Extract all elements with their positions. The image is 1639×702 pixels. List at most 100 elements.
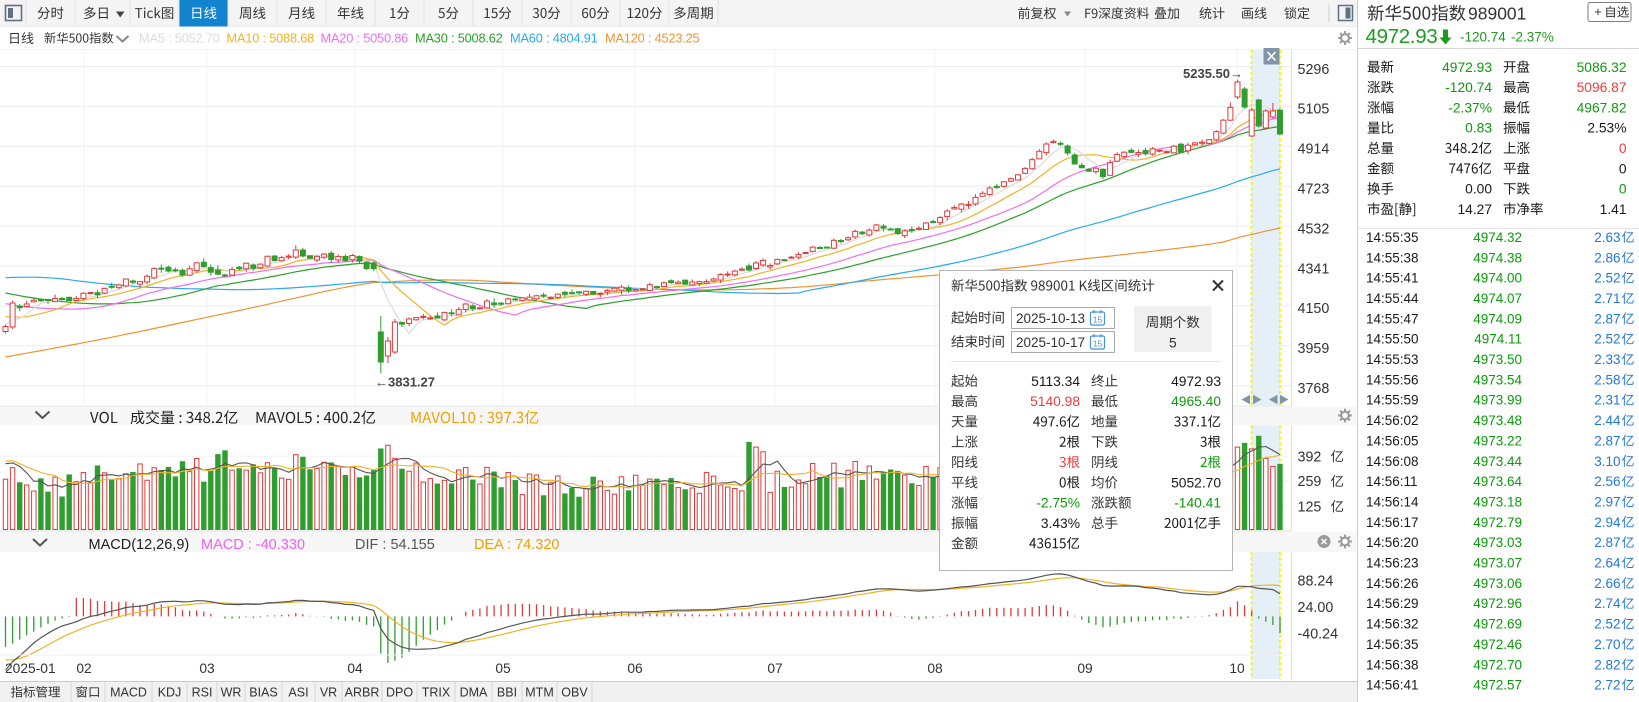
svg-text:0.83: 0.83 [1465,121,1492,136]
svg-text:4973.50: 4973.50 [1473,352,1522,367]
svg-text:14.27: 14.27 [1457,202,1492,217]
svg-text:ASI: ASI [288,686,308,700]
svg-text:-120.74: -120.74 [1445,80,1492,95]
svg-text:-40.24: -40.24 [1298,626,1339,642]
svg-text:14:56:23: 14:56:23 [1366,556,1419,571]
svg-text:14:55:59: 14:55:59 [1366,393,1419,408]
svg-text:MACD(12,26,9): MACD(12,26,9) [89,537,190,553]
svg-text:14:55:41: 14:55:41 [1366,271,1419,286]
svg-text:-2.37%: -2.37% [1511,30,1554,45]
svg-text:4972.96: 4972.96 [1473,596,1522,611]
svg-text:5086.32: 5086.32 [1577,60,1627,75]
svg-text:MA20 : 5050.86: MA20 : 5050.86 [321,31,409,46]
svg-text:5105: 5105 [1298,102,1330,118]
svg-text:4973.07: 4973.07 [1473,556,1522,571]
svg-text:MA10 : 5088.68: MA10 : 5088.68 [227,31,315,46]
svg-text:14:55:38: 14:55:38 [1366,250,1419,265]
svg-text:3.10: 3.10 [1594,454,1620,469]
svg-text:4974.07: 4974.07 [1473,291,1522,306]
svg-text:2025-10-13: 2025-10-13 [1016,311,1085,326]
svg-text:14:55:53: 14:55:53 [1366,352,1419,367]
svg-text:MA5 : 5052.70: MA5 : 5052.70 [139,31,220,46]
svg-text:2025-01: 2025-01 [5,661,56,676]
svg-text:88.24: 88.24 [1298,573,1334,589]
svg-text:2.52: 2.52 [1594,332,1620,347]
svg-text:2.33: 2.33 [1594,352,1620,367]
svg-text:4973.48: 4973.48 [1473,413,1522,428]
svg-text:MA60 : 4804.91: MA60 : 4804.91 [510,31,598,46]
svg-text:5096.87: 5096.87 [1577,80,1627,95]
svg-text:2.87: 2.87 [1594,433,1620,448]
svg-text:06: 06 [627,661,643,676]
svg-text:4973.54: 4973.54 [1473,372,1522,387]
svg-text:2.52: 2.52 [1594,617,1620,632]
svg-text:14:55:44: 14:55:44 [1366,291,1419,306]
svg-text:2.94: 2.94 [1594,515,1621,530]
svg-text:←3831.27: ←3831.27 [375,375,435,390]
svg-text:4973.18: 4973.18 [1473,495,1522,510]
svg-text:2.52: 2.52 [1594,271,1620,286]
svg-text:4974.11: 4974.11 [1474,332,1522,347]
svg-text:MTM: MTM [525,686,553,700]
svg-text:392: 392 [1298,449,1322,465]
svg-text:14:55:47: 14:55:47 [1366,311,1419,326]
svg-text:07: 07 [767,661,782,676]
svg-text:15: 15 [1093,339,1103,349]
svg-text:2.53%: 2.53% [1587,121,1626,136]
svg-text:14:56:29: 14:56:29 [1366,596,1419,611]
svg-text:2.71: 2.71 [1594,291,1620,306]
svg-text:2025-10-17: 2025-10-17 [1016,335,1085,350]
svg-text:4972.46: 4972.46 [1473,637,1522,652]
svg-text:04: 04 [347,661,363,676]
svg-text:4972.93: 4972.93 [1366,25,1438,48]
svg-text:4972.69: 4972.69 [1473,617,1522,632]
svg-text:4341: 4341 [1298,261,1330,277]
svg-text:2.87: 2.87 [1594,535,1620,550]
svg-text:0: 0 [1619,141,1627,156]
svg-text:4972.70: 4972.70 [1473,657,1522,672]
svg-text:4967.82: 4967.82 [1577,100,1627,115]
svg-text:3959: 3959 [1298,341,1330,357]
svg-text:14:56:05: 14:56:05 [1366,433,1419,448]
svg-text:05: 05 [495,661,511,676]
svg-text:4972.93: 4972.93 [1442,60,1492,75]
svg-text:4974.38: 4974.38 [1473,250,1522,265]
svg-text:4914: 4914 [1298,142,1330,158]
svg-text:5296: 5296 [1298,62,1330,78]
svg-text:4532: 4532 [1298,221,1330,237]
svg-text:-2.75%: -2.75% [1036,496,1080,511]
svg-text:2.58: 2.58 [1594,372,1620,387]
svg-text:DPO: DPO [386,686,413,700]
svg-text:4973.03: 4973.03 [1473,535,1522,550]
svg-text:5140.98: 5140.98 [1030,394,1080,409]
svg-text:4150: 4150 [1298,301,1330,317]
svg-text:MACD: MACD [110,686,147,700]
svg-text:BIAS: BIAS [249,686,278,700]
svg-text:DEA : 74.320: DEA : 74.320 [474,537,559,553]
svg-text:WR: WR [221,686,242,700]
svg-text:14:56:35: 14:56:35 [1366,637,1419,652]
svg-text:MA120 : 4523.25: MA120 : 4523.25 [605,31,700,46]
svg-text:VR: VR [320,686,337,700]
svg-text:14:55:50: 14:55:50 [1366,332,1419,347]
svg-text:4974.32: 4974.32 [1473,230,1522,245]
svg-text:4973.06: 4973.06 [1473,576,1522,591]
svg-text:4974.09: 4974.09 [1473,311,1522,326]
svg-text:4973.64: 4973.64 [1473,474,1522,489]
svg-text:02: 02 [76,661,91,676]
svg-text:4972.93: 4972.93 [1171,374,1221,389]
svg-text:2.64: 2.64 [1594,556,1621,571]
svg-text:5052.70: 5052.70 [1171,475,1221,490]
svg-text:4973.22: 4973.22 [1473,433,1522,448]
svg-text:2.56: 2.56 [1594,474,1620,489]
svg-text:KDJ: KDJ [158,686,182,700]
svg-text:3768: 3768 [1298,381,1330,397]
svg-text:0: 0 [1619,161,1627,176]
svg-text:10: 10 [1229,661,1245,676]
svg-text:BBI: BBI [497,686,517,700]
svg-text:2.44: 2.44 [1594,413,1621,428]
svg-text:2.86: 2.86 [1594,250,1620,265]
svg-text:14:56:26: 14:56:26 [1366,576,1419,591]
svg-text:MA30 : 5008.62: MA30 : 5008.62 [415,31,503,46]
svg-text:14:56:32: 14:56:32 [1366,617,1419,632]
